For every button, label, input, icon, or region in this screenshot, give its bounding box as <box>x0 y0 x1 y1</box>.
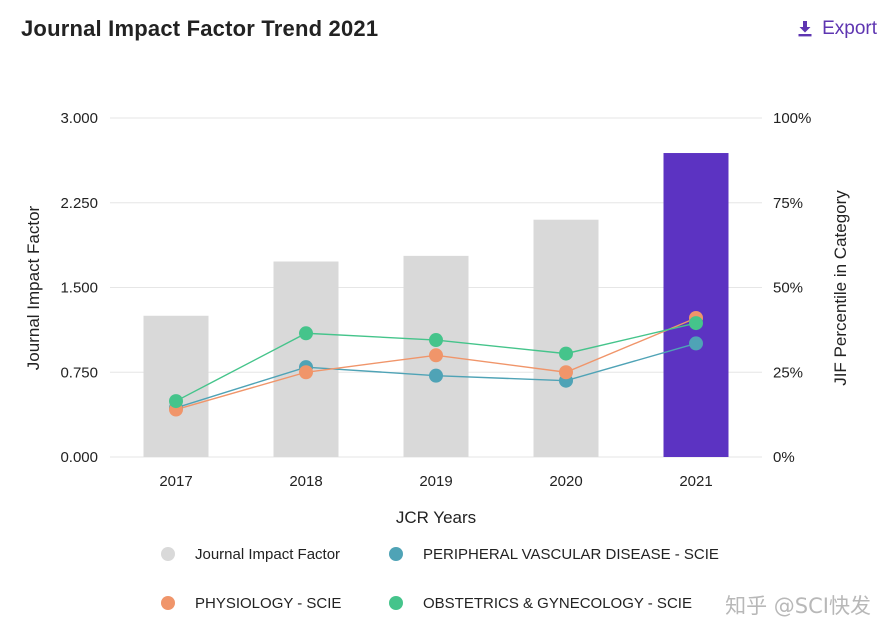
bar-2020[interactable] <box>533 219 599 457</box>
series-point-physiology[interactable] <box>299 365 313 380</box>
y2-axis-title: JIF Percentile in Category <box>831 190 850 386</box>
x-axis-title: JCR Years <box>396 508 476 527</box>
series-point-obstetrics[interactable] <box>429 333 443 348</box>
legend-label[interactable]: PERIPHERAL VASCULAR DISEASE - SCIE <box>423 546 719 563</box>
x-tick-label: 2019 <box>419 473 452 490</box>
series-points <box>169 311 703 417</box>
legend-label[interactable]: Journal Impact Factor <box>195 546 340 563</box>
x-tick-label: 2021 <box>679 473 712 490</box>
y-axis-title: Journal Impact Factor <box>24 205 43 370</box>
series-point-peripheral[interactable] <box>689 336 703 351</box>
export-label: Export <box>822 18 877 39</box>
bar-2021[interactable] <box>663 153 729 457</box>
x-tick-label: 2018 <box>289 473 322 490</box>
bars <box>143 153 729 457</box>
series-point-obstetrics[interactable] <box>169 394 183 409</box>
bar-2018[interactable] <box>273 261 339 457</box>
legend-marker[interactable] <box>389 596 403 610</box>
bar-2017[interactable] <box>143 315 209 457</box>
series-point-physiology[interactable] <box>429 348 443 363</box>
series-point-peripheral[interactable] <box>429 368 443 383</box>
series-point-physiology[interactable] <box>559 365 573 380</box>
y-tick-label: 0.750 <box>60 364 98 381</box>
watermark: 知乎 @SCI快发 <box>725 594 871 618</box>
legend-marker[interactable] <box>161 547 175 561</box>
y2-tick-label: 75% <box>773 195 803 212</box>
legend-marker[interactable] <box>161 596 175 610</box>
y2-tick-label: 100% <box>773 110 811 127</box>
series-point-obstetrics[interactable] <box>299 326 313 341</box>
x-tick-label: 2017 <box>159 473 192 490</box>
axis-ticks: 0.000 0% 0.750 25% 1.500 50% 2.250 75% 3.000 100%… <box>60 110 811 490</box>
legend-label[interactable]: PHYSIOLOGY - SCIE <box>195 595 341 612</box>
y-tick-label: 0.000 <box>60 449 98 466</box>
y-tick-label: 3.000 <box>60 110 98 127</box>
y2-tick-label: 25% <box>773 364 803 381</box>
y-tick-label: 1.500 <box>60 280 98 297</box>
x-tick-label: 2020 <box>549 473 582 490</box>
legend-marker[interactable] <box>389 547 403 561</box>
y-tick-label: 2.250 <box>60 195 98 212</box>
export-button[interactable]: Export <box>798 18 877 40</box>
y2-tick-label: 50% <box>773 280 803 297</box>
download-icon <box>798 21 812 37</box>
y2-tick-label: 0% <box>773 449 795 466</box>
legend-label[interactable]: OBSTETRICS & GYNECOLOGY - SCIE <box>423 595 692 612</box>
legend: Journal Impact Factor PERIPHERAL VASCULAR… <box>161 546 719 612</box>
page-title: Journal Impact Factor Trend 2021 <box>21 16 379 41</box>
series-point-obstetrics[interactable] <box>559 346 573 361</box>
series-point-obstetrics[interactable] <box>689 316 703 331</box>
